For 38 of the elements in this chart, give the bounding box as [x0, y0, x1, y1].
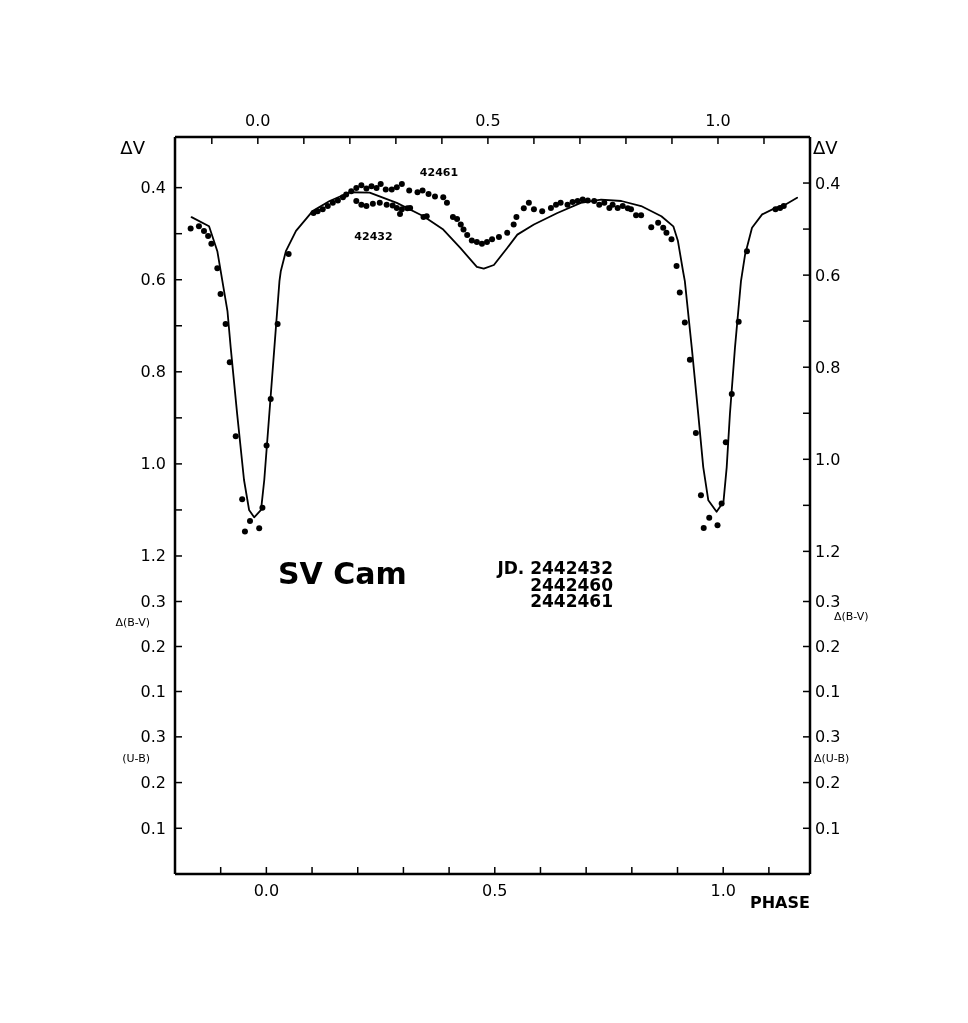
y2-tick-label: 1.2	[815, 541, 841, 561]
y-axis-title: (U-B)	[122, 751, 150, 765]
x-tick-label: 0.0	[245, 110, 271, 130]
y-tick-label: 0.2	[140, 637, 166, 656]
y-tick-label: 0.1	[140, 682, 166, 701]
y2-tick-label: 0.6	[815, 265, 841, 285]
y-axis-title: ΔV	[120, 137, 145, 158]
annotation: 42461	[419, 165, 459, 179]
x-tick-label: 1.0	[710, 880, 736, 900]
y-tick-label: 0.6	[140, 270, 166, 290]
y2-axis-title: Δ(B-V)	[834, 609, 869, 623]
y-tick-label: 0.8	[140, 362, 166, 382]
y2-tick-label: 0.2	[815, 773, 841, 793]
y-tick-label: 1.0	[140, 454, 166, 474]
x-tick-label: 0.5	[482, 880, 508, 900]
y-axis-title: Δ(B-V)	[115, 615, 150, 629]
y2-tick-label: 0.1	[815, 818, 841, 838]
y2-tick-label: 0.4	[815, 173, 841, 193]
y2-tick-label: 0.8	[815, 357, 841, 377]
y2-axis-title: ΔV	[813, 137, 838, 158]
y2-axis-title: Δ(U-B)	[814, 751, 850, 765]
annotation: 42432	[354, 229, 393, 243]
text: SV Cam	[278, 556, 407, 591]
x-axis-title: PHASE	[750, 893, 810, 912]
y-tick-label: 0.4	[140, 178, 166, 198]
y2-tick-label: 0.2	[815, 637, 841, 656]
y2-tick-label: 0.1	[815, 682, 841, 701]
y2-tick-label: 0.3	[815, 727, 841, 747]
x-tick-label: 1.0	[705, 110, 731, 130]
y-tick-label: 0.3	[140, 592, 166, 611]
y2-tick-label: 0.3	[815, 592, 841, 611]
y-tick-label: 1.2	[140, 546, 166, 566]
x-tick-label: 0.5	[475, 110, 501, 130]
x-tick-label: 0.0	[253, 880, 280, 900]
y-tick-label: 0.1	[140, 818, 166, 838]
y-tick-label: 0.3	[140, 727, 166, 747]
y-tick-label: 0.2	[140, 773, 166, 793]
y2-tick-label: 1.0	[815, 449, 841, 469]
